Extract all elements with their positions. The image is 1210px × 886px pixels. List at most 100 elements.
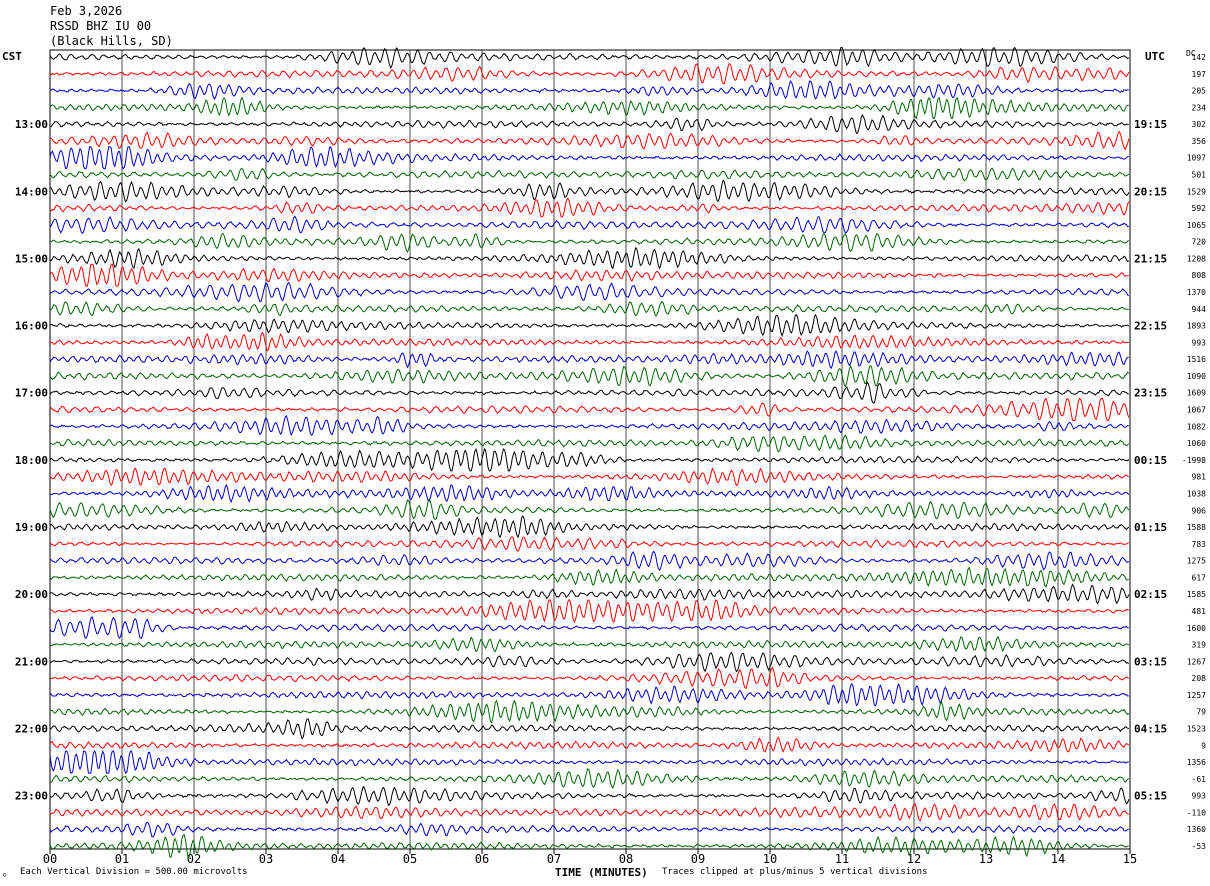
seismic-trace-43 — [49, 768, 1130, 789]
seismic-trace-26 — [49, 483, 1130, 504]
seismic-trace-4 — [49, 113, 1129, 134]
right-hour-label: 03:15 — [1134, 655, 1167, 668]
seismic-trace-45 — [49, 803, 1129, 822]
x-tick-label: 12 — [907, 852, 921, 866]
left-hour-label: 18:00 — [15, 454, 48, 467]
dc-offset-label: -110 — [1187, 808, 1206, 817]
x-tick-label: 15 — [1123, 852, 1137, 866]
scale-note: Each Vertical Division = 500.00 microvol… — [20, 867, 248, 877]
left-timezone-label: CST — [2, 50, 22, 63]
right-hour-label: 23:15 — [1134, 387, 1167, 400]
x-tick-label: 07 — [547, 852, 561, 866]
dc-offset-label: 1893 — [1187, 322, 1206, 331]
left-hour-label: 23:00 — [15, 790, 48, 803]
dc-offset-label: 501 — [1192, 171, 1207, 180]
dc-offset-label: 208 — [1192, 674, 1207, 683]
dc-offset-label: 9 — [1201, 741, 1206, 750]
right-hour-label: 22:15 — [1134, 320, 1167, 333]
seismic-trace-36 — [49, 651, 1130, 673]
dc-offset-label: 993 — [1192, 338, 1207, 347]
x-tick-label: 08 — [619, 852, 633, 866]
dc-offset-label: 1038 — [1187, 489, 1206, 498]
right-hour-label: 04:15 — [1134, 722, 1167, 735]
dc-offset-label: -61 — [1192, 775, 1207, 784]
left-hour-label: 14:00 — [15, 185, 48, 198]
dc-offset-label: 1060 — [1187, 439, 1206, 448]
seismic-trace-32 — [49, 583, 1130, 605]
x-tick-label: 13 — [979, 852, 993, 866]
x-tick-label: 00 — [43, 852, 57, 866]
x-tick-label: 04 — [331, 852, 345, 866]
seismic-trace-38 — [49, 682, 1129, 707]
right-hour-label: 05:15 — [1134, 790, 1167, 803]
right-hour-label: 02:15 — [1134, 588, 1167, 601]
seismic-trace-23 — [49, 434, 1130, 453]
seismic-trace-27 — [49, 498, 1130, 521]
seismic-trace-41 — [49, 736, 1130, 753]
record-date: Feb 3,2026 — [50, 4, 123, 18]
dc-offset-label: 808 — [1192, 271, 1207, 280]
seismic-trace-22 — [50, 414, 1129, 437]
left-hour-label: 13:00 — [15, 118, 48, 131]
dc-offset-label: 981 — [1192, 473, 1207, 482]
footer-icon: ⸰ — [2, 871, 8, 881]
seismic-trace-40 — [49, 718, 1129, 740]
dc-offset-label: 906 — [1192, 506, 1207, 515]
dc-offset-label: 1600 — [1187, 624, 1206, 633]
right-hour-label: 00:15 — [1134, 454, 1167, 467]
x-tick-label: 05 — [403, 852, 417, 866]
seismic-trace-39 — [50, 699, 1130, 724]
seismic-trace-1 — [49, 62, 1130, 85]
dc-offset-label: 1275 — [1187, 557, 1206, 566]
seismic-trace-34 — [49, 615, 1129, 640]
x-tick-label: 02 — [187, 852, 201, 866]
station-location: (Black Hills, SD) — [50, 34, 173, 48]
seismic-trace-37 — [49, 666, 1130, 690]
seismic-trace-31 — [49, 566, 1129, 588]
seismic-trace-44 — [49, 785, 1130, 806]
dc-offset-label: 1609 — [1187, 389, 1206, 398]
seismic-trace-8 — [49, 179, 1130, 203]
dc-offset-label: 1516 — [1187, 355, 1206, 364]
seismic-trace-16 — [49, 313, 1130, 338]
seismic-trace-3 — [49, 96, 1129, 120]
dc-offset-label: 205 — [1192, 87, 1207, 96]
dc-offset-label: 481 — [1192, 607, 1207, 616]
dc-offset-label: 197 — [1192, 70, 1207, 79]
dc-offset-label: 142 — [1192, 53, 1207, 62]
dc-offset-label: 234 — [1192, 103, 1207, 112]
seismic-trace-2 — [49, 80, 1129, 101]
dc-offset-label: -53 — [1192, 842, 1207, 851]
seismic-trace-10 — [49, 215, 1129, 235]
seismic-trace-33 — [49, 599, 1129, 624]
dc-column-label: DC — [1186, 49, 1196, 58]
seismic-trace-20 — [49, 381, 1129, 404]
left-hour-label: 19:00 — [15, 521, 48, 534]
plot-frame — [49, 49, 1131, 850]
clip-note: Traces clipped at plus/minus 5 vertical … — [662, 867, 928, 877]
seismic-trace-15 — [49, 300, 1129, 318]
dc-offset-label: 720 — [1192, 238, 1207, 247]
seismic-trace-25 — [49, 467, 1130, 487]
dc-offset-label: 1360 — [1187, 825, 1206, 834]
seismic-trace-7 — [49, 167, 1130, 182]
dc-offset-label: 617 — [1192, 573, 1207, 582]
x-tick-label: 11 — [835, 852, 849, 866]
right-hour-label: 21:15 — [1134, 252, 1167, 265]
left-hour-label: 15:00 — [15, 252, 48, 265]
dc-offset-label: 79 — [1196, 708, 1206, 717]
seismic-trace-0 — [49, 46, 1130, 69]
seismic-trace-9 — [49, 197, 1130, 218]
left-hour-label: 17:00 — [15, 387, 48, 400]
x-axis-label: TIME (MINUTES) — [555, 866, 648, 879]
dc-offset-label: 1065 — [1187, 221, 1206, 230]
seismic-trace-5 — [49, 130, 1130, 151]
dc-offset-label: 1356 — [1187, 758, 1206, 767]
seismic-trace-42 — [49, 750, 1129, 774]
x-tick-label: 10 — [763, 852, 777, 866]
seismic-trace-17 — [49, 331, 1129, 352]
left-hour-label: 16:00 — [15, 320, 48, 333]
seismic-trace-14 — [49, 281, 1129, 303]
dc-offset-label: 1523 — [1187, 724, 1206, 733]
dc-offset-label: 1097 — [1187, 154, 1206, 163]
